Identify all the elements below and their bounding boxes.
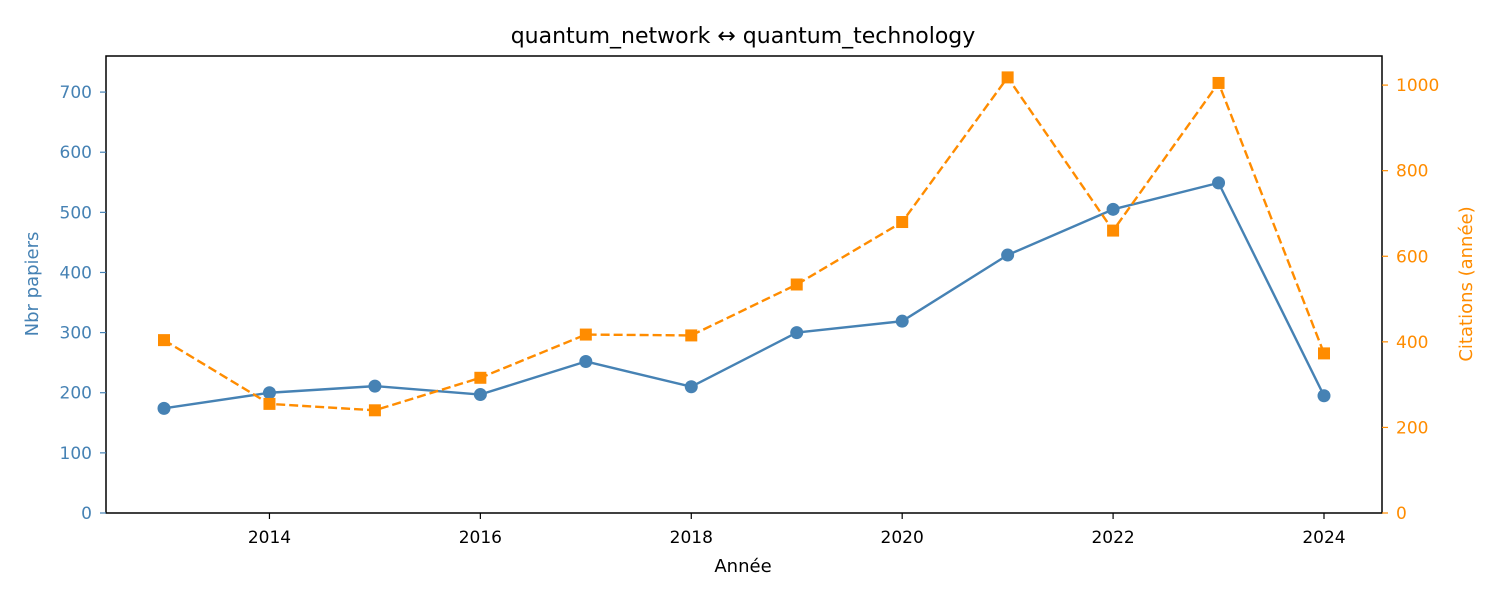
x-tick-label-3: 2020 [881,528,924,548]
y-left-tick-label-7: 700 [60,83,92,103]
series-0-point-8 [1001,248,1015,262]
series-1-point-2 [368,404,381,417]
x-tick-label-5: 2024 [1302,528,1345,548]
series-1-point-9 [1107,224,1120,237]
series-0-point-10 [1212,176,1226,190]
series-1-point-10 [1212,76,1225,89]
series-1-point-6 [790,278,803,291]
series-1-point-11 [1318,347,1330,360]
series-0-point-11 [1317,389,1331,403]
series-1-point-5 [685,329,698,342]
y-left-tick-label-2: 200 [60,384,92,404]
series-0-point-2 [368,379,382,393]
series-0-line [163,181,1326,410]
x-axis-label: Année [714,556,771,577]
x-tick-label-2: 2018 [670,528,713,548]
y-left-tick-label-4: 400 [60,263,92,283]
series-1-point-1 [263,397,276,410]
series-1-point-3 [474,371,487,384]
y-right-tick-label-4: 800 [1396,162,1428,182]
y-left-tick-label-6: 600 [60,143,92,163]
y-left-tick-label-3: 300 [60,324,92,344]
chart-title: quantum_network ↔ quantum_technology [511,24,976,49]
y-right-tick-label-3: 600 [1396,247,1428,267]
y-left-tick-label-0: 0 [81,504,92,524]
series-1-point-8 [1001,71,1014,84]
y-right-tick-label-1: 200 [1396,418,1428,438]
series-1-point-4 [579,328,592,341]
x-tick-label-0: 2014 [248,528,291,548]
series-0-point-1 [262,386,276,400]
x-tick-label-1: 2016 [459,528,502,548]
y-right-tick-label-2: 400 [1396,333,1428,353]
series-0-point-7 [895,314,909,328]
y-axis-left-label: Nbr papiers [22,232,43,337]
plot-frame [105,55,1383,514]
x-tick-label-4: 2022 [1091,528,1134,548]
y-right-tick-label-0: 0 [1396,504,1407,524]
series-0-point-6 [790,326,804,340]
y-left-tick-label-5: 500 [60,203,92,223]
series-1-point-7 [896,216,909,229]
series-0-point-5 [684,380,698,394]
y-axis-right-label: Citations (année) [1456,206,1477,361]
series-0-point-3 [473,388,487,402]
series-1-line [163,76,1326,412]
series-0-point-4 [579,354,593,368]
axes: 2014 2016 2018 2020 2022 2024 0 100 200 300 400 500… [60,55,1439,548]
y-left-tick-label-1: 100 [60,444,92,464]
series-0-point-0 [157,401,171,415]
series-0-point-9 [1106,202,1120,216]
y-right-tick-label-5: 1000 [1396,76,1439,96]
plot-area [157,71,1331,417]
series-1-point-0 [158,334,170,347]
